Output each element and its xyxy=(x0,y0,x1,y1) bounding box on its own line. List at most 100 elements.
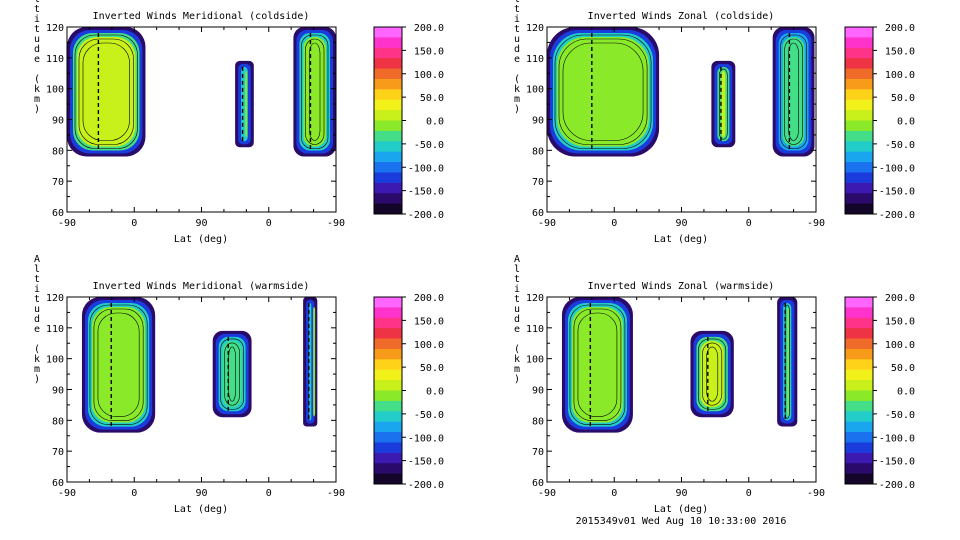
chart-title: Inverted Winds Meridional (coldside) xyxy=(93,11,310,22)
colorbar-swatch xyxy=(845,452,873,464)
y-tick-label: 70 xyxy=(52,447,64,458)
colorbar-swatch xyxy=(374,172,402,184)
x-tick-label: -90 xyxy=(327,218,345,229)
x-axis-label: Lat (deg) xyxy=(654,504,708,515)
colorbar-swatch xyxy=(845,110,873,121)
colorbar-swatch xyxy=(374,130,402,142)
colorbar-tick-label: 150.0 xyxy=(414,46,444,57)
colorbar-swatch xyxy=(845,317,873,329)
colorbar-swatch xyxy=(845,141,873,153)
colorbar-swatch xyxy=(845,162,873,173)
contour-line xyxy=(82,42,130,141)
colorbar-swatch xyxy=(374,120,402,132)
y-tick-label: 120 xyxy=(526,293,544,304)
y-tick-label: 120 xyxy=(46,23,64,34)
colorbar-swatch xyxy=(374,317,402,329)
colorbar-swatch xyxy=(374,99,402,111)
colorbar-swatch xyxy=(845,203,873,215)
colorbar-swatch xyxy=(845,193,873,205)
x-tick-label: 0 xyxy=(746,218,752,229)
x-tick-label: 0 xyxy=(611,488,617,499)
contour-line xyxy=(706,346,719,402)
colorbar-swatch xyxy=(845,151,873,163)
x-tick-label: 0 xyxy=(131,488,137,499)
contour-line xyxy=(224,342,240,406)
x-tick-label: -90 xyxy=(58,218,76,229)
colorbar-swatch xyxy=(845,297,873,308)
colorbar-tick-label: -50.0 xyxy=(885,410,915,421)
contour-core xyxy=(91,307,146,423)
colorbar-swatch xyxy=(845,442,873,454)
y-tick-label: 100 xyxy=(526,85,544,96)
y-tick-label: 110 xyxy=(46,54,64,65)
colorbar-swatch xyxy=(374,421,402,433)
contour-core xyxy=(557,37,650,147)
colorbar-tick-label: 0.0 xyxy=(897,117,915,128)
contour-line xyxy=(309,42,321,141)
y-tick-label: 90 xyxy=(532,386,544,397)
colorbar-tick-label: 150.0 xyxy=(885,46,915,57)
contour-line xyxy=(74,34,138,149)
x-tick-label: -90 xyxy=(538,488,556,499)
colorbar-swatch xyxy=(374,380,402,391)
panel-zonal-warmside: Inverted Winds Zonal (warmside) -90 0 90 0 -… xyxy=(512,254,916,515)
contour-line xyxy=(573,308,622,421)
contour-line xyxy=(702,342,723,406)
colorbar-swatch xyxy=(374,58,402,70)
contour-line xyxy=(558,38,648,145)
colorbar-swatch xyxy=(374,110,402,121)
y-tick-label: 110 xyxy=(526,324,544,335)
chart-title: Inverted Winds Zonal (warmside) xyxy=(588,281,775,292)
contour-line xyxy=(305,38,325,145)
colorbar-swatch xyxy=(845,182,873,194)
colorbar-swatch xyxy=(374,193,402,205)
y-tick-label: 90 xyxy=(532,116,544,127)
colorbar-swatch xyxy=(845,400,873,412)
y-axis-label: Altitude (km) xyxy=(32,0,43,114)
y-tick-label: 100 xyxy=(526,355,544,366)
colorbar-swatch xyxy=(845,338,873,350)
colorbar-tick-label: 100.0 xyxy=(885,70,915,81)
contour-core xyxy=(313,307,316,417)
colorbar-tick-label: 0.0 xyxy=(426,387,444,398)
colorbar-swatch xyxy=(374,78,402,90)
colorbar-tick-label: -50.0 xyxy=(885,140,915,151)
y-tick-label: 60 xyxy=(532,208,544,219)
contour-line xyxy=(698,338,727,410)
y-tick-label: 60 xyxy=(52,208,64,219)
y-axis-label: Altitude (km) xyxy=(512,0,523,114)
contour-core xyxy=(700,340,724,408)
colorbar-swatch xyxy=(374,141,402,153)
colorbar-swatch xyxy=(845,130,873,142)
colorbar-tick-label: 200.0 xyxy=(414,293,444,304)
contour-line xyxy=(569,304,626,425)
colorbar-tick-label: 0.0 xyxy=(897,387,915,398)
y-tick-label: 120 xyxy=(46,293,64,304)
colorbar-tick-label: 100.0 xyxy=(414,70,444,81)
colorbar-tick-label: 0.0 xyxy=(426,117,444,128)
colorbar-swatch xyxy=(845,411,873,423)
y-tick-label: 120 xyxy=(526,23,544,34)
colorbar-swatch xyxy=(845,172,873,184)
colorbar-tick-label: -150.0 xyxy=(408,457,444,468)
y-axis-label: Altitude (km) xyxy=(512,254,523,384)
colorbar-tick-label: -150.0 xyxy=(879,187,915,198)
colorbar-tick-label: -100.0 xyxy=(408,433,444,444)
colorbar-swatch xyxy=(374,307,402,319)
colorbar-swatch xyxy=(374,203,402,215)
colorbar-swatch xyxy=(845,58,873,70)
y-tick-label: 70 xyxy=(532,447,544,458)
contour-core xyxy=(782,37,805,147)
colorbar-swatch xyxy=(845,380,873,391)
colorbar-swatch xyxy=(374,369,402,381)
colorbar-swatch xyxy=(374,432,402,443)
colorbar-swatch xyxy=(845,473,873,485)
colorbar-swatch xyxy=(845,307,873,319)
contour-core xyxy=(303,37,326,147)
contour-core xyxy=(77,37,136,147)
colorbar-tick-label: -100.0 xyxy=(408,163,444,174)
x-tick-label: -90 xyxy=(807,218,825,229)
contour-core xyxy=(245,70,248,138)
y-tick-label: 60 xyxy=(532,478,544,489)
